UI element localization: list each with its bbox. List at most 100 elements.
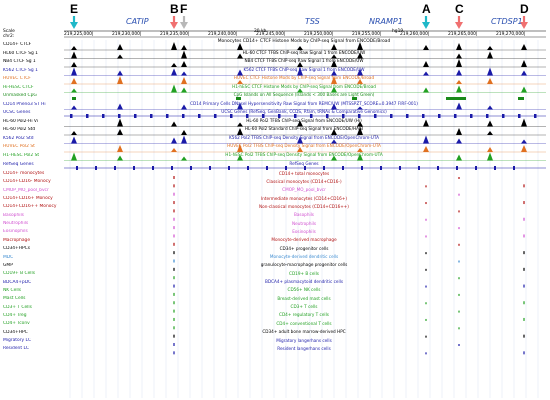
signal-peak (357, 121, 363, 127)
refseq-exon (304, 166, 306, 170)
gene-label-catip: CATIP (126, 17, 149, 26)
exon (246, 114, 249, 118)
signal-peak (357, 52, 363, 59)
signal-peak (171, 68, 177, 76)
signal-peak (456, 53, 462, 59)
cell-track-label: CD19+ B Cells (3, 271, 36, 277)
signal-peak (423, 45, 429, 50)
signal-peak (171, 137, 177, 144)
signal-peak (521, 139, 527, 144)
refseq-exon (380, 166, 382, 170)
exon (502, 114, 505, 118)
track-title: HUVEC Pol2 TFBS ChIP-seq Density Signal … (227, 143, 381, 148)
cell-track-title: Breast-derived mast cells (277, 295, 331, 301)
signal-peak (487, 131, 493, 135)
cell-track-title: CD34+ progenitor cells (279, 245, 329, 251)
signal-peak (117, 44, 123, 50)
refseq-title: RefSeq Genes (289, 161, 319, 166)
signal-peak (117, 54, 123, 59)
exon (486, 114, 489, 118)
exon (182, 114, 185, 118)
signal-peak (521, 86, 527, 93)
cell-track-label: CMOP_MO_pool_bvcr (3, 187, 49, 193)
assembly-label: hg19 (392, 29, 404, 34)
cpg-island (236, 97, 241, 100)
scale-text: 20 kb (254, 29, 267, 34)
refseq-exon (247, 166, 249, 170)
exon (198, 114, 201, 118)
cell-signal-bar (458, 293, 460, 296)
signal-peak (181, 156, 187, 161)
marker-arrow-head-c (455, 22, 463, 29)
marker-letter-f: F (180, 2, 188, 16)
cell-signal-bar (173, 209, 175, 213)
track-title: HL-60 Pol2 TFBS ChIP-seq Signal from ENC… (246, 117, 362, 123)
signal-peak (297, 147, 303, 152)
cell-track-title: CD14+ total monocytes (278, 170, 330, 176)
signal-peak (117, 76, 123, 84)
ruler-position-1: 219,230,000| (112, 32, 142, 37)
track-title: H1-hESC Pol2 TFBS ChIP-seq Density Signa… (225, 151, 383, 157)
signal-peak (487, 78, 493, 84)
marker-arrow-head-a (422, 22, 430, 29)
exon (326, 114, 329, 118)
cell-track-title: Eosinophils (292, 228, 316, 234)
cell-signal-bar (523, 267, 525, 271)
cell-track-title: Monocyte-derived dendritic cells (269, 254, 339, 259)
gene-label-tss: TSS (305, 17, 320, 26)
refseq-exon (76, 166, 78, 170)
track-label: CD14+ CTCF (3, 42, 32, 47)
signal-peak (423, 119, 429, 127)
refseq-exon (494, 166, 496, 170)
signal-peak (71, 67, 77, 76)
cell-signal-bar (425, 285, 427, 288)
signal-peak (487, 67, 493, 76)
signal-peak (456, 69, 462, 76)
cell-signal-bar (173, 343, 175, 346)
cell-track-label: Mast Cells (3, 296, 26, 302)
refseq-exon (399, 166, 401, 170)
chromosome-label: chr2: (3, 34, 15, 39)
cell-signal-bar (425, 302, 427, 305)
cell-signal-bar (425, 352, 427, 355)
ruler-position-4: 219,245,000| (256, 32, 286, 37)
marker-arrow-head-f (180, 22, 188, 29)
track-label: CD14 Pheno3 ST Hi (3, 101, 46, 107)
track-title: UCSC Genes (RefSeq, GenBank, CCDS, Rfam,… (221, 109, 387, 114)
signal-peak (171, 84, 177, 93)
signal-peak (237, 80, 243, 84)
exon (374, 114, 377, 118)
cell-track-label: CD14+CD16+ Monocy (3, 196, 53, 202)
cell-signal-bar (173, 317, 175, 321)
ruler-position-3: 219,240,000| (208, 32, 238, 37)
cell-signal-bar (523, 284, 525, 288)
cell-track-title: CD4+ conventional T cells (276, 320, 332, 326)
refseq-exon (133, 166, 135, 170)
signal-peak (237, 154, 243, 161)
signal-peak (331, 54, 337, 59)
cell-track-title: Basophils (293, 212, 314, 218)
signal-peak (331, 86, 337, 93)
cell-signal-bar (173, 259, 175, 263)
cell-track-label: CD34+HPCs (3, 246, 31, 252)
exon (214, 114, 217, 118)
track-label: HL60 CTCF Sg 1 (3, 50, 38, 56)
signal-peak (237, 43, 243, 50)
cell-track-title: CMOP_MO_pool_bvcr (282, 187, 326, 193)
signal-peak (297, 62, 303, 67)
track-label: Unmasked CpG (3, 93, 37, 98)
exon (342, 114, 345, 118)
signal-peak (71, 46, 77, 50)
signal-peak (181, 87, 187, 93)
marker-letter-d: D (520, 2, 529, 16)
cell-signal-bar (425, 235, 427, 238)
ruler-position-8: 219,265,000| (448, 32, 478, 37)
track-title: K562 Pol2 TFBS ChIP-seq Density Signal f… (229, 134, 379, 140)
exon (150, 114, 153, 118)
cell-signal-bar (173, 242, 175, 246)
signal-peak (456, 128, 462, 135)
cell-signal-bar (173, 192, 175, 196)
cell-signal-bar (523, 234, 525, 238)
cell-track-title: BDCA4+ plasmacytoid dendritic cells (265, 279, 343, 285)
cell-signal-bar (523, 184, 525, 188)
